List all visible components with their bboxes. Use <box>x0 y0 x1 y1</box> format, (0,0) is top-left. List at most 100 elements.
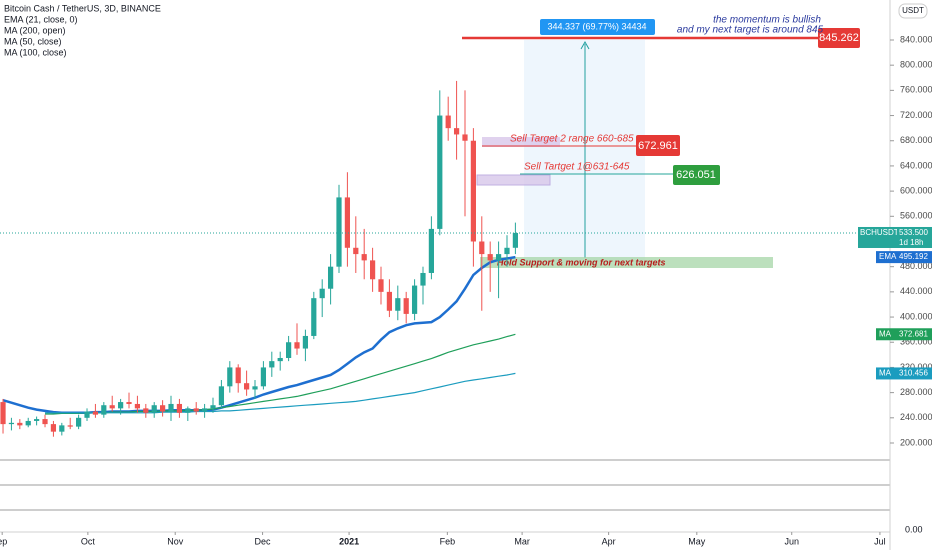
y-tick-label: 440.000 <box>900 286 932 296</box>
candle-body <box>495 254 502 261</box>
candle-body <box>512 232 518 248</box>
series-tag-bg <box>876 367 932 380</box>
last-symbol: BCHUSDT <box>860 228 899 237</box>
symbol-title: Bitcoin Cash / TetherUS, 3D, BINANCE <box>4 3 161 13</box>
x-tick-label: Jul <box>874 536 886 546</box>
support-text: Hold Support & moving for next targets <box>497 257 666 267</box>
candle-body <box>437 115 443 229</box>
candle-body <box>50 424 57 432</box>
candle-body <box>453 128 460 135</box>
legend-entry: MA (100, close) <box>4 47 67 57</box>
candle-body <box>84 411 90 418</box>
y-tick-label: 560.000 <box>900 211 932 221</box>
candle-body <box>378 279 384 292</box>
y-tick-label: 600.000 <box>900 185 932 195</box>
x-tick-label: Apr <box>602 536 616 546</box>
candle-body <box>126 402 132 404</box>
candle-body <box>302 335 309 349</box>
candle-body <box>109 405 115 409</box>
candle-body <box>8 422 15 425</box>
x-tick-label: ep <box>0 536 7 546</box>
candle-body <box>118 402 124 409</box>
target-label-bg <box>818 28 860 48</box>
candle-body <box>411 285 418 314</box>
candle-body <box>470 140 476 242</box>
series-tag: EMA <box>879 252 897 261</box>
x-tick-label: Nov <box>167 536 184 546</box>
x-tick-label: Feb <box>440 536 456 546</box>
legend-entry: MA (50, close) <box>4 36 62 46</box>
series-tag-bg <box>876 251 932 264</box>
candle-body <box>479 241 485 255</box>
arrow-head <box>580 40 590 50</box>
series-last-value: 372.681 <box>899 329 928 338</box>
candle-body <box>311 298 317 336</box>
candle-body <box>0 402 6 425</box>
measure-label: 344.337 (69.77%) 34434 <box>547 21 646 31</box>
candle-body <box>294 342 300 349</box>
y-tick-label: 680.000 <box>900 135 932 145</box>
note: the momentum is bullish <box>713 15 821 26</box>
candle-body <box>344 197 351 248</box>
series-tag: MA <box>879 329 892 338</box>
y-tick-label: 760.000 <box>900 85 932 95</box>
sell-1-text: Sell Tartget 1@631-645 <box>524 162 630 173</box>
candle-body <box>319 288 325 299</box>
y-tick-label: 320.000 <box>900 362 932 372</box>
candle-body <box>277 357 283 362</box>
series-tag-bg <box>876 328 932 341</box>
last-price-bg <box>858 226 900 248</box>
candle-body <box>260 367 267 387</box>
sell-1-label-bg <box>673 165 720 185</box>
candle-body <box>76 417 82 427</box>
y-tick-label: 200.000 <box>900 437 932 447</box>
candle-body <box>445 115 451 129</box>
x-tick-label: Dec <box>255 536 272 546</box>
series-last-value: 495.192 <box>899 252 928 261</box>
legend-entry: EMA (21, close, 0) <box>4 14 78 24</box>
target-label: 845.262 <box>819 32 859 44</box>
currency: USDT <box>902 6 924 15</box>
currency-badge <box>898 3 928 19</box>
y-tick-label: 640.000 <box>900 160 932 170</box>
candle-body <box>462 134 468 141</box>
candle-body <box>17 422 23 426</box>
series-tag: MA <box>879 369 892 378</box>
x-tick-label: 2021 <box>339 536 359 546</box>
candle-body <box>244 383 250 390</box>
y-tick-label: 360.000 <box>900 337 932 347</box>
y-tick-label: 280.000 <box>900 387 932 397</box>
candle-body <box>42 419 48 425</box>
candle-body <box>202 408 208 412</box>
candle-body <box>210 405 216 409</box>
candle-body <box>160 405 166 412</box>
last-price-bg <box>897 226 932 248</box>
candle-body <box>285 342 292 358</box>
candle-body <box>92 411 99 415</box>
candle-body <box>227 367 233 387</box>
candle-body <box>353 247 359 255</box>
candle-body <box>59 425 65 432</box>
y-tick-label: 240.000 <box>900 412 932 422</box>
sell-2-label: 672.961 <box>638 140 678 152</box>
legend-entry: MA (200, open) <box>4 25 66 35</box>
x-tick-label: May <box>688 536 706 546</box>
y-tick-label: 480.000 <box>900 261 932 271</box>
sell-2-text: Sell Target 2 range 660-685 <box>510 134 634 145</box>
candle-body <box>151 405 157 413</box>
x-tick-label: Mar <box>514 536 530 546</box>
candle-body <box>428 228 434 273</box>
candle-body <box>252 386 258 390</box>
candle-body <box>176 403 183 413</box>
candle-body <box>168 403 174 412</box>
candle-body <box>336 197 342 267</box>
measure-label-bg <box>540 19 655 35</box>
candle-body <box>218 386 225 406</box>
sell-2-label-bg <box>636 135 680 156</box>
candle-body <box>403 298 409 314</box>
candle-body <box>269 361 275 368</box>
annotations: 344.337 (69.77%) 34434 845.262 the momen… <box>0 15 860 437</box>
candle-body <box>67 425 73 427</box>
